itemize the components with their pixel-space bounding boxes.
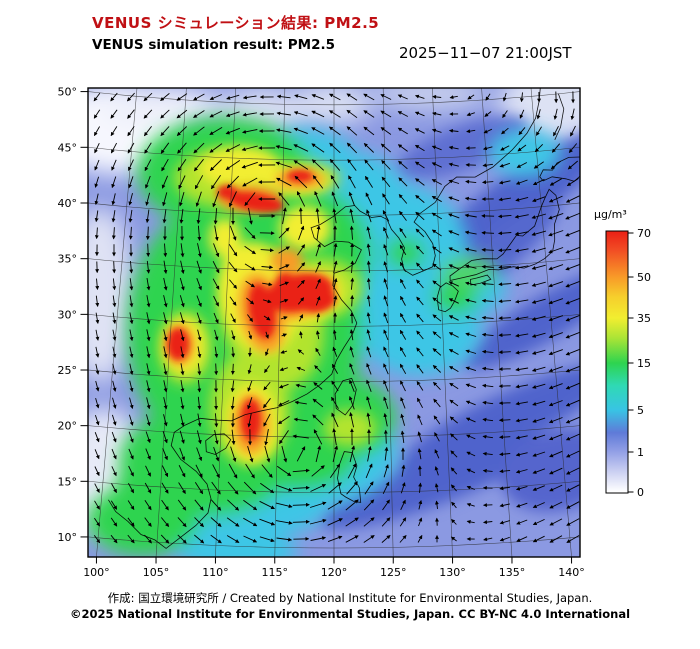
lon-tick-label: 115°	[261, 566, 288, 579]
lon-tick-label: 140°	[558, 566, 585, 579]
lon-tick-label: 100°	[83, 566, 110, 579]
colorbar-tick-label: 50	[637, 271, 651, 284]
lon-tick-label: 105°	[143, 566, 170, 579]
colorbar-tick-label: 35	[637, 312, 651, 325]
lon-tick-label: 125°	[380, 566, 407, 579]
colorbar-tick-label: 1	[637, 446, 644, 459]
colorbar: µg/m³	[594, 208, 629, 494]
lon-tick-label: 120°	[321, 566, 348, 579]
pm25-field-layer	[167, 170, 336, 441]
lon-tick-label: 130°	[439, 566, 466, 579]
colorbar-gradient	[605, 230, 629, 494]
colorbar-ticks: 70 50 35 15 5 1 0	[628, 227, 651, 499]
timestamp: 2025−11−07 21:00JST	[399, 44, 572, 62]
colorbar-tick-label: 70	[637, 227, 651, 240]
page-title-english: VENUS simulation result: PM2.5	[92, 37, 335, 53]
lat-tick-label: 35°	[58, 253, 78, 266]
page-title-japanese: VENUS シミュレーション結果: PM2.5	[92, 14, 380, 32]
colorbar-unit-label: µg/m³	[594, 208, 627, 221]
lat-tick-label: 40°	[58, 197, 78, 210]
lat-tick-label: 50°	[58, 86, 78, 99]
wind-arrows	[93, 91, 580, 544]
colorbar-tick-label: 5	[637, 404, 644, 417]
lat-tick-label: 25°	[58, 364, 78, 377]
lat-tick-label: 15°	[58, 475, 78, 488]
plot-area	[88, 88, 580, 557]
colorbar-tick-label: 15	[637, 357, 651, 370]
lon-tick-label: 110°	[202, 566, 229, 579]
credit-line: 作成: 国立環境研究所 / Created by National Instit…	[107, 591, 593, 605]
lat-tick-label: 10°	[58, 531, 78, 544]
lat-tick-label: 45°	[58, 141, 78, 154]
lon-tick-label: 135°	[499, 566, 526, 579]
colorbar-tick-label: 0	[637, 486, 644, 499]
copyright-line: ©2025 National Institute for Environment…	[69, 607, 631, 621]
axis-labels: 50° 45° 40° 35° 30° 25° 20° 15° 10° 100° 105° 110° 1…	[58, 86, 585, 579]
lat-tick-label: 30°	[58, 308, 78, 321]
lat-tick-label: 20°	[58, 420, 78, 433]
